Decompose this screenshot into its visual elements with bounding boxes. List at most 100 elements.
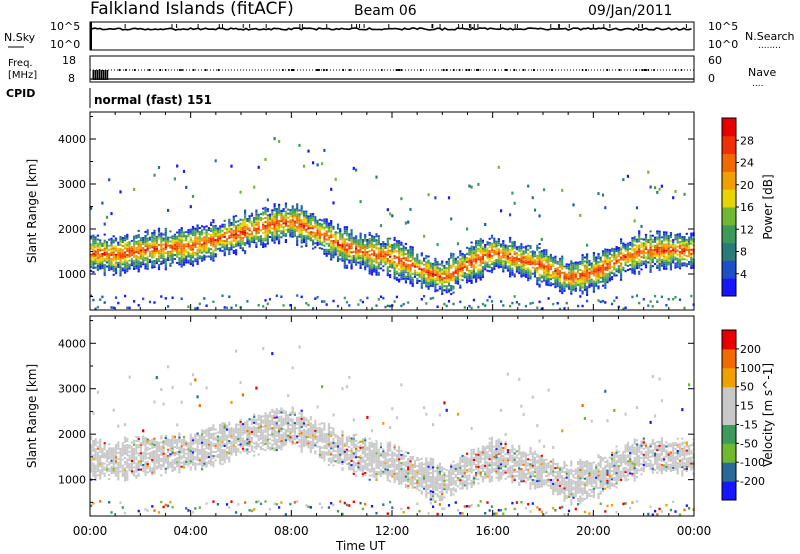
velocity-cell — [171, 441, 174, 444]
power-cell — [404, 263, 407, 266]
beam-title: Beam 06 — [354, 3, 417, 19]
power-cell — [500, 300, 503, 303]
power-cell — [255, 227, 258, 230]
velocity-cell — [99, 469, 102, 472]
power-cell — [389, 261, 392, 264]
power-cell — [92, 258, 95, 261]
power-cell — [404, 249, 407, 251]
power-cell — [334, 239, 337, 242]
power-cell — [398, 252, 401, 255]
power-cell — [232, 215, 235, 218]
power-cell — [608, 279, 611, 282]
velocity-cell — [90, 462, 93, 465]
power-cell — [567, 267, 571, 270]
velocity-cell — [112, 451, 115, 454]
power-cell — [278, 228, 281, 231]
velocity-cell — [182, 466, 186, 469]
power-cell — [384, 245, 387, 247]
velocity-cell — [198, 442, 201, 445]
power-cell — [651, 265, 654, 268]
velocity-cell — [144, 441, 147, 444]
power-cell — [318, 232, 321, 235]
power-cell — [94, 244, 97, 247]
velocity-cell — [162, 442, 165, 445]
power-cell — [341, 245, 344, 248]
power-cell — [416, 279, 419, 282]
power-cell — [592, 288, 595, 291]
power-cell — [312, 227, 315, 230]
power-cell — [565, 279, 568, 282]
power-cell — [235, 225, 238, 227]
power-cell — [425, 285, 428, 288]
velocity-cell — [189, 460, 192, 463]
velocity-cell — [201, 443, 204, 446]
power-cell — [595, 284, 598, 287]
velocity-cell — [210, 453, 213, 456]
power-cell — [488, 260, 491, 263]
velocity-cell — [137, 444, 140, 447]
power-cell — [386, 268, 389, 271]
power-cell — [552, 256, 555, 259]
power-cell — [518, 268, 521, 271]
power-cell — [407, 301, 410, 304]
power-cell — [210, 227, 213, 230]
power-cell — [355, 243, 358, 246]
power-cell — [563, 283, 566, 286]
power-cell — [375, 255, 378, 258]
power-cell — [382, 243, 385, 245]
velocity-cell — [189, 462, 192, 465]
power-cell — [361, 247, 364, 250]
power-cell — [490, 255, 494, 257]
power-cell — [130, 246, 133, 248]
power-cell — [563, 273, 566, 276]
power-cell — [244, 209, 247, 212]
power-cell — [205, 233, 208, 236]
power-cell — [613, 266, 616, 269]
power-cell — [232, 229, 235, 232]
power-cell — [409, 264, 412, 267]
power-cell — [631, 259, 634, 262]
power-cell — [212, 245, 215, 248]
velocity-cell — [128, 467, 131, 470]
power-cell — [180, 235, 183, 238]
power-cell — [398, 242, 401, 244]
power-cell — [128, 243, 131, 246]
power-cell — [506, 257, 509, 260]
velocity-cell — [205, 455, 208, 458]
power-cell — [459, 254, 462, 257]
power-cell — [318, 230, 321, 233]
velocity-cell — [148, 466, 152, 469]
velocity-cell — [203, 456, 206, 459]
power-cell — [665, 261, 668, 264]
power-cell — [509, 245, 512, 247]
power-cell — [377, 247, 380, 250]
power-cell — [654, 238, 657, 241]
power-cell — [411, 254, 414, 257]
power-cell — [622, 307, 625, 311]
power-cell — [119, 266, 122, 269]
velocity-cell — [139, 446, 142, 449]
power-cell — [355, 237, 358, 240]
power-cell — [409, 274, 412, 277]
power-cell — [336, 223, 340, 226]
power-cell — [121, 249, 124, 252]
power-cell — [588, 286, 591, 289]
power-cell — [359, 238, 362, 241]
power-cell — [189, 205, 192, 209]
power-cell — [316, 223, 319, 226]
power-cell — [241, 241, 244, 244]
power-cell — [395, 256, 398, 259]
power-cell — [658, 261, 661, 263]
power-cell — [595, 260, 598, 263]
power-cell — [255, 233, 258, 236]
power-cell — [561, 257, 564, 260]
power-cell — [221, 239, 224, 242]
power-cell — [180, 249, 183, 252]
power-cell — [133, 188, 136, 191]
velocity-cell — [201, 439, 204, 442]
power-cell — [543, 255, 546, 258]
power-cell — [361, 243, 364, 245]
power-cell — [561, 265, 564, 268]
power-cell — [599, 260, 602, 263]
power-cell — [228, 240, 231, 243]
